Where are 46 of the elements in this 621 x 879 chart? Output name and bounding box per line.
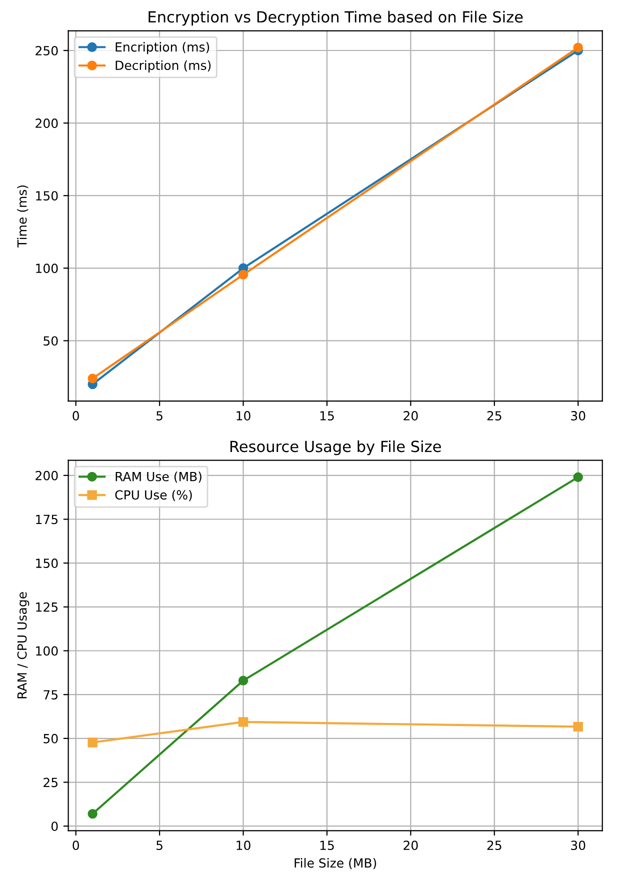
point: [238, 676, 248, 686]
x-tick-label: 30: [571, 411, 586, 420]
y-tick-label: 150: [36, 558, 58, 568]
legend-label: Decription (ms): [116, 60, 211, 72]
x-tick-label: 25: [487, 840, 502, 850]
y-tick-label: 250: [36, 46, 58, 56]
y-tick-label: 125: [36, 602, 58, 612]
point: [573, 722, 583, 732]
x-tick-label: 0: [72, 840, 79, 850]
x-tick-label: 10: [236, 411, 250, 420]
point: [88, 738, 98, 748]
y-tick-label: 200: [36, 118, 58, 128]
y-tick-label: 175: [36, 514, 58, 524]
y-tick-label: 100: [36, 646, 58, 656]
x-tick-label: 10: [236, 840, 250, 850]
y-tick-label: 50: [44, 336, 58, 346]
y-axis-title: RAM / CPU Usage: [17, 592, 30, 698]
y-tick-label: 50: [44, 734, 58, 744]
x-tick-label: 5: [156, 411, 162, 420]
x-tick-label: 15: [320, 411, 334, 420]
legend-label: CPU Use (%): [115, 490, 192, 502]
y-tick-label: 75: [44, 690, 58, 700]
chart-title: Resource Usage by File Size: [230, 440, 441, 456]
y-tick-label: 150: [36, 191, 58, 201]
point: [573, 42, 583, 52]
x-tick-label: 25: [487, 411, 502, 420]
x-tick-label: 0: [72, 411, 79, 420]
x-tick-label: 5: [156, 840, 162, 850]
point: [88, 374, 98, 384]
point: [573, 472, 583, 482]
x-tick-label: 20: [404, 840, 418, 850]
y-tick-label: 200: [36, 470, 58, 480]
y-axis-title: Time (ms): [17, 185, 28, 248]
chart-title: Encryption vs Decryption Time based on File Size: [148, 10, 523, 26]
legend-label: RAM Use (MB): [116, 472, 202, 483]
x-axis-title: File Size (MB): [294, 858, 376, 870]
x-tick-label: 15: [320, 840, 334, 850]
y-tick-label: 100: [36, 264, 58, 274]
x-tick-label: 30: [571, 840, 586, 850]
y-tick-label: 25: [44, 778, 58, 788]
point: [88, 808, 98, 819]
point: [238, 717, 248, 727]
legend-label: Encription (ms): [116, 42, 210, 54]
point: [238, 270, 248, 280]
x-tick-label: 20: [404, 411, 418, 420]
y-tick-label: 0: [51, 822, 58, 832]
